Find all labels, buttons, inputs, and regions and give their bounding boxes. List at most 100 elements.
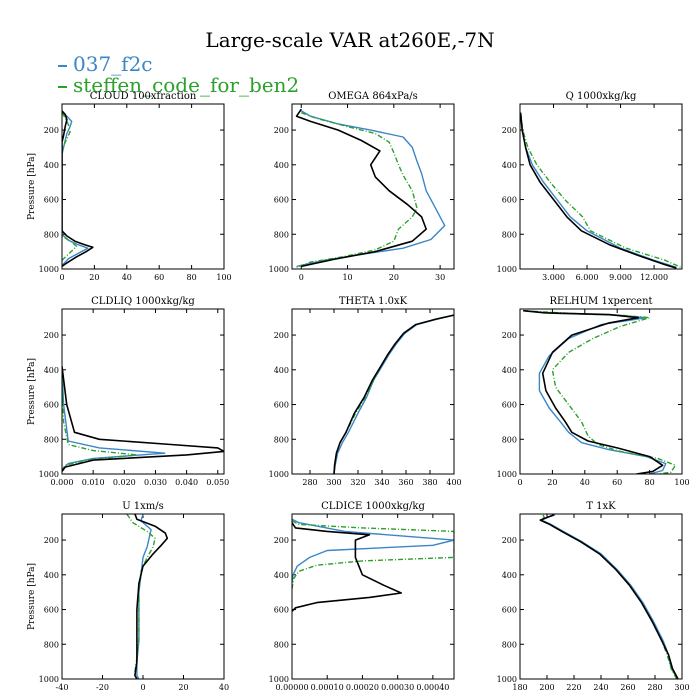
series-group [539,514,679,679]
legend-label: steffen_code_for_ben2 [73,73,300,97]
y-tick-label: 1000 [497,265,517,274]
x-tick-label: -20 [96,683,109,692]
x-tick-label: 20 [89,273,99,282]
x-tick-label: 400 [446,478,461,487]
legend-label: 037_f2c [73,52,153,76]
y-tick-label: 600 [274,401,289,410]
y-axis-label: Pressure [hPa] [27,358,37,425]
panel-title: RELHUM 1xpercent [549,296,652,307]
y-tick-label: 600 [44,401,59,410]
series-line-2 [539,514,678,679]
series-group [62,366,224,472]
series-line-2 [520,112,682,268]
panel-3: Q 1000xkg/kg 200 400 600 800 1000 3.000 6.000 9.… [497,91,683,282]
series-line-3 [523,309,664,474]
y-tick-label: 400 [274,366,289,375]
x-tick-label: 0 [59,273,64,282]
series-line-3 [134,514,169,679]
legend-swatch [58,64,67,67]
panel-title: THETA 1.0xK [339,296,408,307]
panel-2: OMEGA 864xPa/s 200 400 600 800 1000 0 10 20 30 [269,91,455,282]
panel-8: CLDICE 1000xkg/kg 200 400 600 800 10000.00000… [269,501,455,692]
legend-swatch [58,85,67,88]
series-group [520,112,682,269]
series-group [295,108,446,268]
figure-title: Large-scale VAR at260E,-7N [205,28,495,52]
series-group [126,514,169,679]
x-tick-label: 280 [302,478,317,487]
y-tick-label: 200 [44,126,59,135]
y-axis-label: Pressure [hPa] [27,153,37,220]
panel-title: U 1xm/s [122,501,164,512]
y-tick-label: 800 [274,435,289,444]
x-tick-label: 240 [593,683,608,692]
y-tick-label: 1000 [269,675,289,684]
x-tick-label: 0.050 [206,478,229,487]
panel-frame [61,308,225,475]
y-tick-label: 800 [274,640,289,649]
y-tick-label: 1000 [497,470,517,479]
x-tick-label: 200 [539,683,554,692]
x-tick-label: 20 [547,478,557,487]
panel-frame [519,103,683,270]
panel-frame [61,513,225,680]
panel-title: Q 1000xkg/kg [566,91,637,102]
x-tick-label: 6.000 [576,273,599,282]
y-tick-label: 800 [44,640,59,649]
x-tick-label: 100 [674,478,689,487]
y-tick-label: 400 [274,161,289,170]
series-line-3 [520,112,677,269]
series-line-1 [292,518,454,582]
panel-title: T 1xK [586,501,616,512]
y-tick-label: 200 [44,331,59,340]
panel-5: THETA 1.0xK 200 400 600 800 1000 280 300 320 340 3… [269,296,462,487]
panel-frame [519,308,683,475]
panel-frame [291,513,455,680]
x-tick-label: 0.000 [51,478,74,487]
x-tick-label: 260 [620,683,635,692]
series-group [333,314,454,474]
x-tick-label: 0.010 [82,478,105,487]
x-tick-label: 220 [566,683,581,692]
x-tick-label: 40 [580,478,590,487]
series-line-1 [62,369,166,471]
x-tick-label: 300 [674,683,689,692]
panel-title: CLDICE 1000xkg/kg [321,501,425,512]
y-tick-label: 200 [502,536,517,545]
y-tick-label: 600 [502,196,517,205]
series-line-1 [136,514,152,679]
series-group [292,518,454,612]
panel-title: CLDLIQ 1000xkg/kg [91,296,195,307]
series-line-1 [523,310,667,474]
x-tick-label: 320 [350,478,365,487]
panel-frame [291,308,455,475]
legend-item-steffen: steffen_code_for_ben2 [58,73,299,97]
y-tick-label: 1000 [39,265,59,274]
x-tick-label: 60 [154,273,164,282]
series-group [62,110,94,268]
y-tick-label: 600 [274,196,289,205]
x-tick-label: 0 [517,478,522,487]
x-tick-label: 80 [187,273,197,282]
y-tick-label: 200 [274,126,289,135]
series-line-2 [62,112,78,261]
x-tick-label: 0 [140,683,145,692]
series-line-3 [295,108,427,268]
x-tick-label: 100 [216,273,231,282]
series-group [523,309,677,474]
x-tick-label: 20 [178,683,188,692]
x-tick-label: 0.00040 [416,683,449,692]
y-tick-label: 800 [502,640,517,649]
x-tick-label: 0.00030 [381,683,414,692]
x-tick-label: 30 [435,273,445,282]
y-tick-label: 1000 [39,470,59,479]
x-tick-label: 0.00020 [346,683,379,692]
x-tick-label: 40 [122,273,132,282]
y-tick-label: 400 [274,571,289,580]
series-line-1 [333,314,454,474]
y-tick-label: 600 [274,606,289,615]
x-tick-label: 0.030 [144,478,167,487]
